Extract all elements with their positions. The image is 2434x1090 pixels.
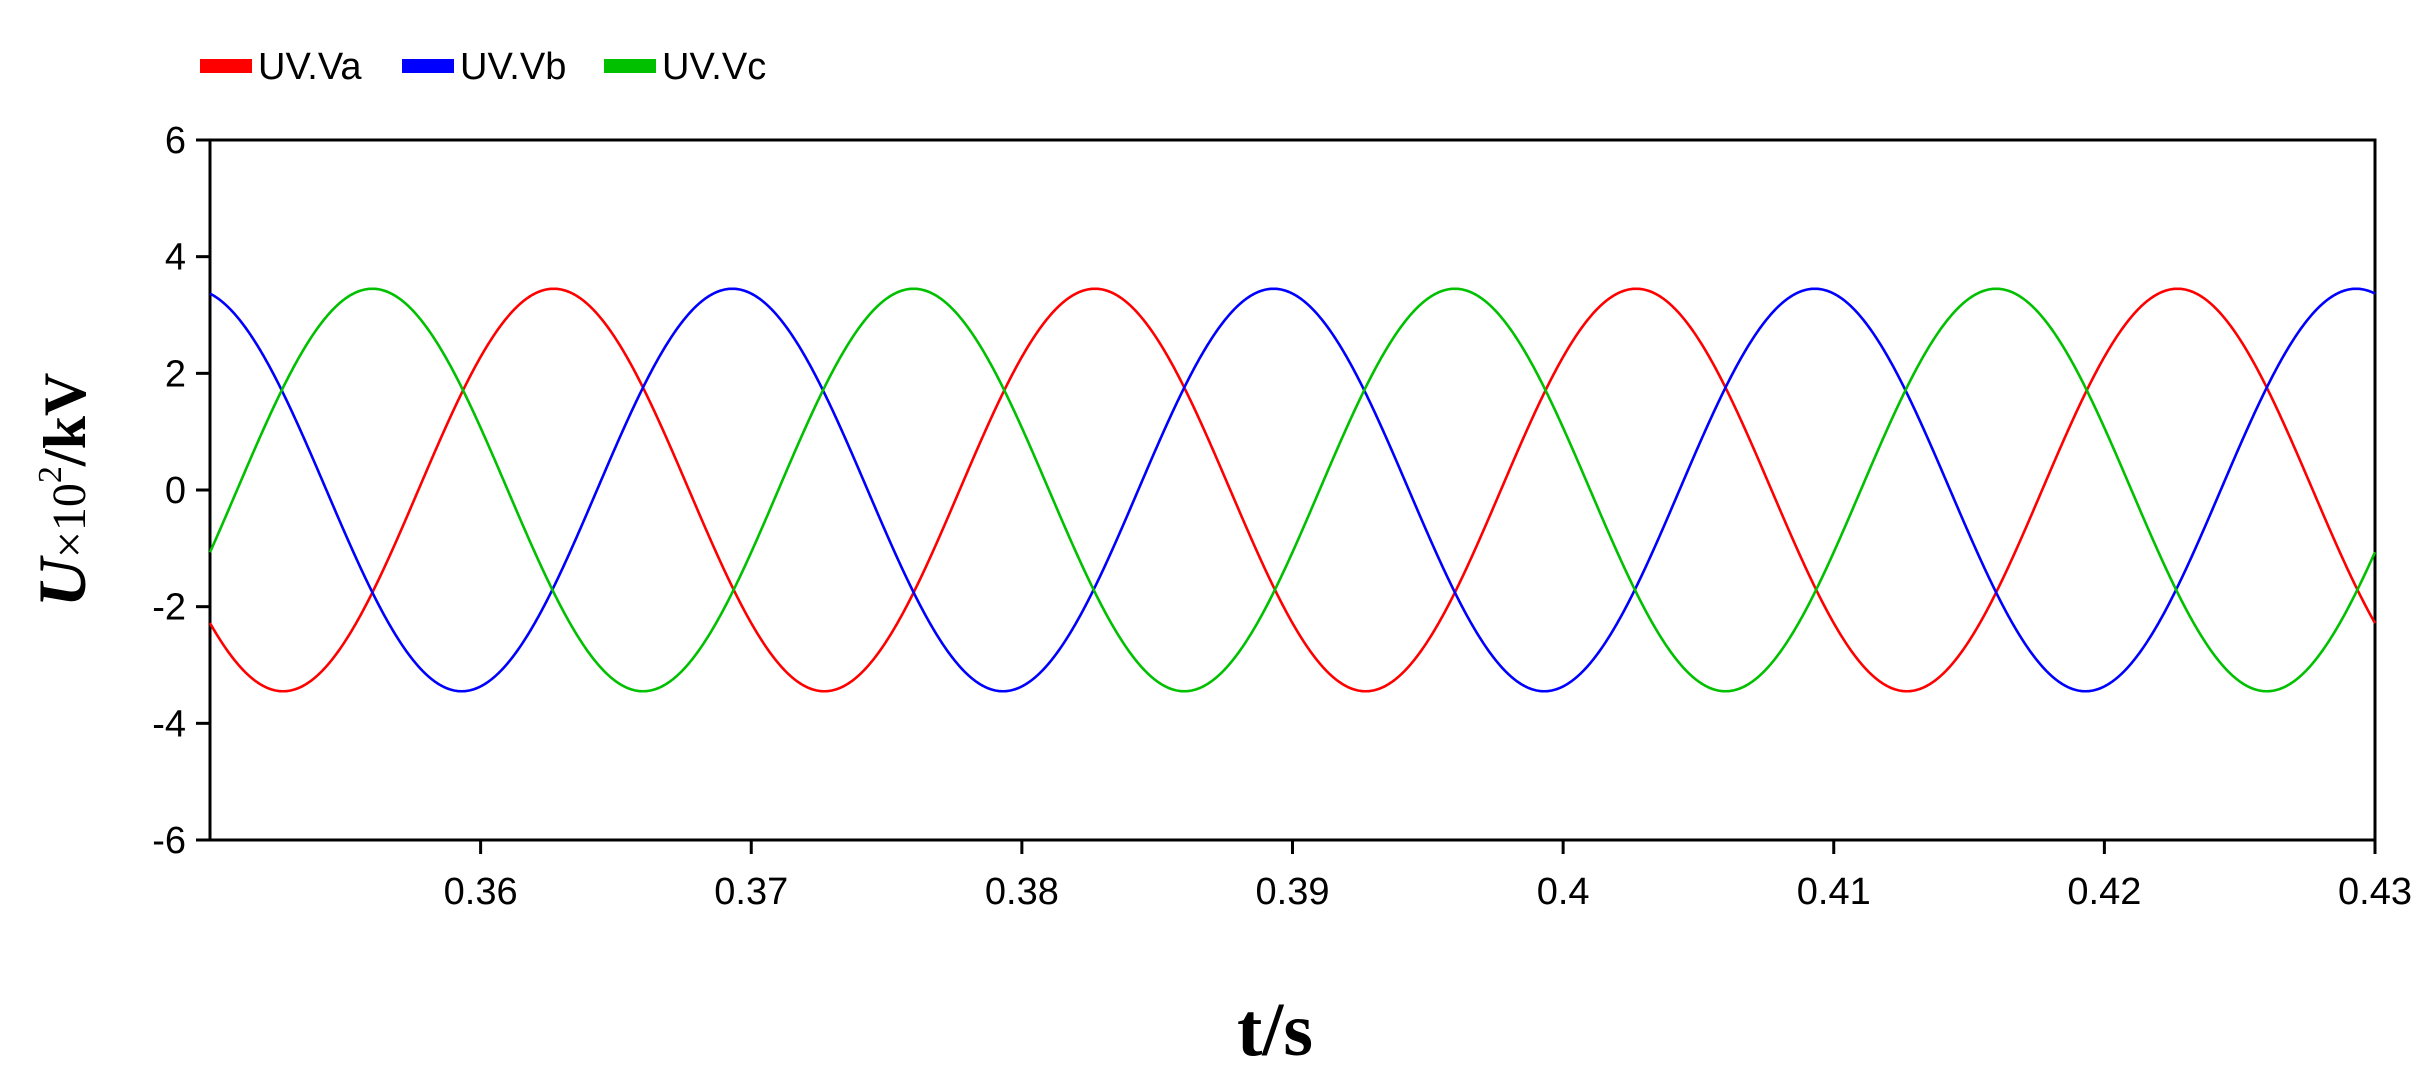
y-axis-title-multiplier: ×10 — [43, 483, 96, 558]
legend-label: UV.Vb — [460, 46, 566, 88]
x-tick-label: 0.43 — [2338, 871, 2412, 913]
legend-swatch — [604, 59, 656, 73]
legend-label: UV.Va — [258, 46, 362, 88]
plot-area-frame — [208, 138, 2377, 842]
series-line-uv-va — [208, 287, 2377, 693]
y-tick-label: -2 — [152, 587, 186, 629]
series-line-uv-vc — [208, 287, 2377, 693]
y-axis-title-symbol: U — [24, 554, 100, 607]
series-layer — [208, 287, 2377, 693]
legend-label: UV.Vc — [662, 46, 766, 88]
x-tick-label: 0.38 — [985, 871, 1059, 913]
legend: UV.Va UV.Vb UV.Vc — [200, 46, 766, 88]
x-axis-title: t/s — [1237, 988, 1313, 1072]
y-tick-label: 6 — [165, 120, 186, 162]
y-tick-label: 2 — [165, 353, 186, 395]
legend-swatch — [402, 59, 454, 73]
y-axis-title: U×102/kV — [24, 373, 100, 608]
y-tick-label: 0 — [165, 470, 186, 512]
y-axis: -6 -4 -2 0 2 4 6 — [152, 120, 210, 862]
x-axis: 0.36 0.37 0.38 0.39 0.4 0.41 0.42 0.43 — [444, 840, 2412, 913]
y-axis-title-unit: /kV — [32, 373, 98, 467]
y-tick-label: -6 — [152, 820, 186, 862]
legend-swatch — [200, 59, 252, 73]
x-tick-label: 0.41 — [1797, 871, 1871, 913]
y-tick-label: 4 — [165, 237, 186, 279]
x-tick-label: 0.42 — [2067, 871, 2141, 913]
x-tick-label: 0.36 — [444, 871, 518, 913]
y-tick-label: -4 — [152, 703, 186, 745]
x-tick-label: 0.37 — [714, 871, 788, 913]
series-line-uv-vb — [209, 287, 2376, 693]
x-tick-label: 0.4 — [1537, 871, 1590, 913]
x-tick-label: 0.39 — [1256, 871, 1330, 913]
y-axis-title-exponent: 2 — [32, 466, 69, 483]
